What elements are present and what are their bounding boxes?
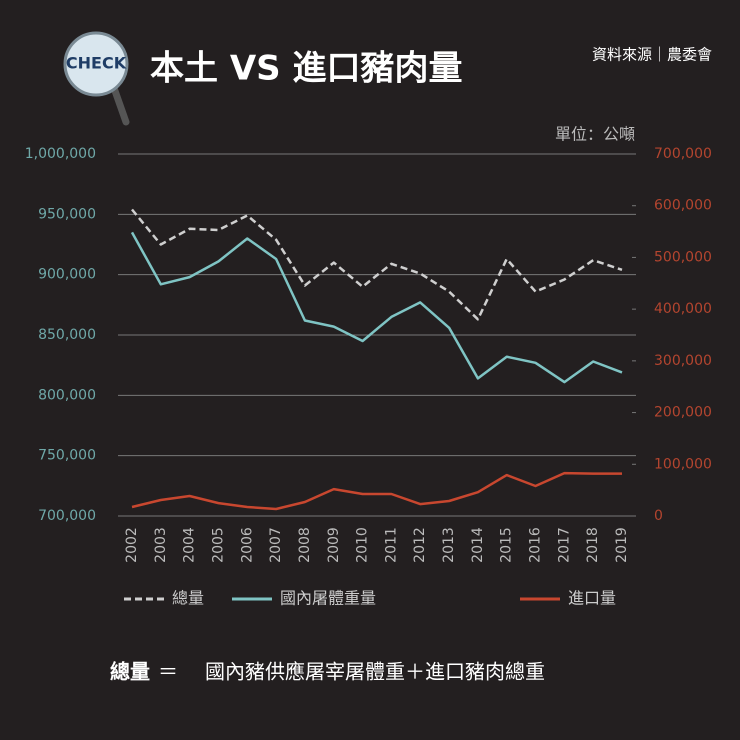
y-tick-label: 950,000 [38, 206, 96, 222]
x-tick-label: 2010 [355, 527, 371, 563]
x-tick-label: 2014 [470, 527, 486, 563]
y2-tick-label: 100,000 [654, 456, 712, 472]
y-tick-label: 700,000 [38, 508, 96, 524]
y2-tick-label: 400,000 [654, 301, 712, 317]
y-tick-label: 850,000 [38, 327, 96, 343]
y2-tick-label: 700,000 [654, 146, 712, 162]
x-tick-label: 2006 [239, 527, 255, 563]
magnifier-lens [63, 31, 129, 97]
x-tick-label: 2013 [441, 527, 457, 563]
x-tick-label: 2016 [528, 527, 544, 563]
y-tick-label: 750,000 [38, 448, 96, 464]
logo: CHECK [63, 31, 130, 126]
legend-label: 總量 [172, 589, 204, 608]
series-line [131, 471, 622, 511]
footnote-definition: 國內豬供應屠宰屠體重＋進口豬肉總重 [205, 660, 545, 684]
footnote-equals: ＝ [158, 660, 178, 684]
x-tick-label: 2018 [585, 527, 601, 563]
footnote-term: 總量 [110, 660, 150, 684]
x-tick-label: 2019 [614, 527, 630, 563]
unit-label: 單位：公噸 [555, 125, 635, 144]
x-tick-label: 2017 [556, 527, 572, 563]
x-tick-label: 2008 [297, 527, 313, 563]
x-tick-label: 2003 [153, 527, 169, 563]
y-tick-label: 1,000,000 [25, 146, 96, 162]
series-line [130, 231, 623, 384]
x-tick-label: 2015 [499, 527, 515, 563]
legend-label: 進口量 [568, 589, 616, 608]
y2-tick-label: 500,000 [654, 249, 712, 265]
x-tick-label: 2011 [383, 527, 399, 563]
x-tick-label: 2007 [268, 527, 284, 563]
logo-text: CHECK [66, 54, 127, 73]
y2-tick-label: 0 [654, 508, 663, 524]
y2-tick-label: 600,000 [654, 198, 712, 214]
chart-title: 本土 VS 進口豬肉量 [150, 49, 462, 89]
y-tick-label: 800,000 [38, 387, 96, 403]
x-tick-label: 2012 [412, 527, 428, 563]
y-tick-label: 900,000 [38, 267, 96, 283]
magnifier-handle [110, 84, 130, 126]
legend-label: 國內屠體重量 [280, 589, 376, 608]
y2-tick-label: 300,000 [654, 353, 712, 369]
x-tick-label: 2009 [326, 527, 342, 563]
x-tick-label: 2005 [210, 527, 226, 563]
x-tick-label: 2002 [124, 527, 140, 563]
source: 資料來源｜農委會 [592, 46, 712, 64]
x-tick-label: 2004 [182, 527, 198, 563]
series-line [131, 208, 623, 321]
y2-tick-label: 200,000 [654, 405, 712, 421]
